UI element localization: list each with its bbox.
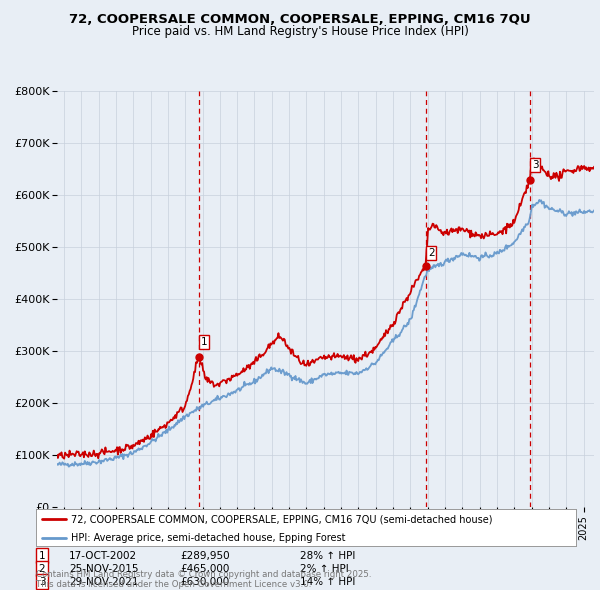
Text: £465,000: £465,000 xyxy=(180,564,229,573)
Text: 2: 2 xyxy=(38,564,46,573)
Text: Contains HM Land Registry data © Crown copyright and database right 2025.
This d: Contains HM Land Registry data © Crown c… xyxy=(36,570,371,589)
Text: 3: 3 xyxy=(38,577,46,586)
Text: 2% ↑ HPI: 2% ↑ HPI xyxy=(300,564,349,573)
Text: 14% ↑ HPI: 14% ↑ HPI xyxy=(300,577,355,586)
Text: 3: 3 xyxy=(532,160,538,171)
Text: 17-OCT-2002: 17-OCT-2002 xyxy=(69,551,137,560)
Text: 25-NOV-2015: 25-NOV-2015 xyxy=(69,564,139,573)
Text: 2: 2 xyxy=(428,248,434,258)
Text: Price paid vs. HM Land Registry's House Price Index (HPI): Price paid vs. HM Land Registry's House … xyxy=(131,25,469,38)
Text: 28% ↑ HPI: 28% ↑ HPI xyxy=(300,551,355,560)
Text: 29-NOV-2021: 29-NOV-2021 xyxy=(69,577,139,586)
Text: 72, COOPERSALE COMMON, COOPERSALE, EPPING, CM16 7QU (semi-detached house): 72, COOPERSALE COMMON, COOPERSALE, EPPIN… xyxy=(71,514,493,524)
Text: HPI: Average price, semi-detached house, Epping Forest: HPI: Average price, semi-detached house,… xyxy=(71,533,346,543)
Text: 1: 1 xyxy=(201,337,208,347)
Text: £630,000: £630,000 xyxy=(180,577,229,586)
Text: £289,950: £289,950 xyxy=(180,551,230,560)
Text: 72, COOPERSALE COMMON, COOPERSALE, EPPING, CM16 7QU: 72, COOPERSALE COMMON, COOPERSALE, EPPIN… xyxy=(69,13,531,26)
Text: 1: 1 xyxy=(38,551,46,560)
